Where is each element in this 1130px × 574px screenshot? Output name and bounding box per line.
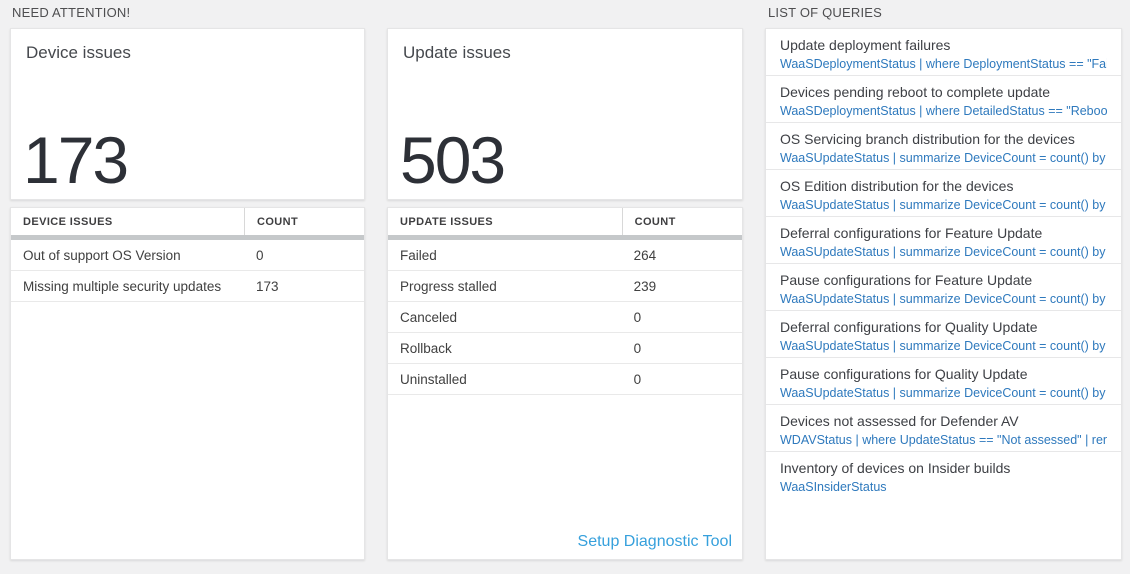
row-label: Progress stalled — [400, 278, 497, 294]
query-list-item[interactable]: Deferral configurations for Feature Upda… — [766, 217, 1121, 264]
need-attention-section-header: NEED ATTENTION! — [12, 5, 131, 20]
query-link[interactable]: WDAVStatus | where UpdateStatus == "Not … — [780, 433, 1107, 447]
device-issues-header-count: COUNT — [243, 208, 364, 235]
table-header-divider-bar — [11, 235, 364, 240]
query-link[interactable]: WaaSUpdateStatus | summarize DeviceCount… — [780, 198, 1107, 212]
query-link[interactable]: WaaSUpdateStatus | summarize DeviceCount… — [780, 292, 1107, 306]
query-list-item[interactable]: OS Servicing branch distribution for the… — [766, 123, 1121, 170]
table-row[interactable]: Failed 264 — [388, 240, 742, 271]
query-title: OS Servicing branch distribution for the… — [780, 131, 1075, 147]
query-link[interactable]: WaaSDeploymentStatus | where DetailedSta… — [780, 104, 1107, 118]
query-list-item[interactable]: Update deployment failures WaaSDeploymen… — [766, 29, 1121, 76]
device-issues-header-label: DEVICE ISSUES — [23, 215, 113, 228]
table-row[interactable]: Missing multiple security updates 173 — [11, 271, 364, 302]
setup-diagnostic-tool-link[interactable]: Setup Diagnostic Tool — [577, 533, 732, 550]
update-issues-header-label: UPDATE ISSUES — [400, 215, 494, 228]
query-link[interactable]: WaaSUpdateStatus | summarize DeviceCount… — [780, 151, 1107, 165]
table-row[interactable]: Uninstalled 0 — [388, 364, 742, 395]
table-row[interactable]: Out of support OS Version 0 — [11, 240, 364, 271]
query-title: OS Edition distribution for the devices — [780, 178, 1014, 194]
query-link[interactable]: WaaSInsiderStatus — [780, 480, 887, 494]
table-row[interactable]: Progress stalled 239 — [388, 271, 742, 302]
row-label: Out of support OS Version — [23, 247, 181, 263]
queries-panel: Update deployment failures WaaSDeploymen… — [765, 28, 1122, 560]
table-header-divider-bar — [388, 235, 742, 240]
query-list-item[interactable]: Inventory of devices on Insider builds W… — [766, 452, 1121, 498]
row-label: Rollback — [400, 340, 452, 356]
query-title: Inventory of devices on Insider builds — [780, 460, 1011, 476]
query-title: Pause configurations for Feature Update — [780, 272, 1033, 288]
row-label: Failed — [400, 247, 437, 263]
query-link[interactable]: WaaSUpdateStatus | summarize DeviceCount… — [780, 339, 1107, 353]
query-list-item[interactable]: Pause configurations for Feature Update … — [766, 264, 1121, 311]
query-list-item[interactable]: OS Edition distribution for the devices … — [766, 170, 1121, 217]
query-title: Update deployment failures — [780, 37, 951, 53]
row-count: 264 — [633, 247, 657, 263]
table-row[interactable]: Canceled 0 — [388, 302, 742, 333]
device-issues-title: Device issues — [26, 43, 131, 62]
row-label: Missing multiple security updates — [23, 278, 222, 294]
query-title: Pause configurations for Quality Update — [780, 366, 1028, 382]
query-link[interactable]: WaaSUpdateStatus | summarize DeviceCount… — [780, 245, 1107, 259]
query-title: Deferral configurations for Quality Upda… — [780, 319, 1038, 335]
table-row[interactable]: Rollback 0 — [388, 333, 742, 364]
device-issues-table: DEVICE ISSUES COUNT Out of support OS Ve… — [10, 207, 365, 560]
update-issues-table: UPDATE ISSUES COUNT Failed 264 Progress … — [387, 207, 743, 560]
query-title: Devices not assessed for Defender AV — [780, 413, 1019, 429]
device-issues-count: 173 — [23, 123, 129, 197]
update-issues-count: 503 — [400, 123, 506, 197]
list-of-queries-column: Update deployment failures WaaSDeploymen… — [765, 28, 1122, 560]
device-issues-tile[interactable]: Device issues 173 — [10, 28, 365, 200]
query-list-item[interactable]: Pause configurations for Quality Update … — [766, 358, 1121, 405]
update-issues-column: Update issues 503 UPDATE ISSUES COUNT Fa… — [387, 28, 743, 560]
row-count: 173 — [255, 278, 279, 294]
query-list-item[interactable]: Deferral configurations for Quality Upda… — [766, 311, 1121, 358]
query-link[interactable]: WaaSDeploymentStatus | where DeploymentS… — [780, 57, 1107, 71]
row-count: 0 — [255, 247, 264, 263]
row-label: Uninstalled — [400, 371, 467, 387]
device-issues-column: Device issues 173 DEVICE ISSUES COUNT Ou… — [10, 28, 365, 560]
update-issues-table-header: UPDATE ISSUES COUNT — [388, 208, 742, 235]
row-count: 0 — [633, 340, 642, 356]
update-issues-tile[interactable]: Update issues 503 — [387, 28, 743, 200]
update-issues-header-count: COUNT — [621, 208, 742, 235]
query-list-item[interactable]: Devices not assessed for Defender AV WDA… — [766, 405, 1121, 452]
query-title: Deferral configurations for Feature Upda… — [780, 225, 1043, 241]
row-count: 0 — [633, 309, 642, 325]
row-count: 239 — [633, 278, 657, 294]
query-list-item[interactable]: Devices pending reboot to complete updat… — [766, 76, 1121, 123]
query-link[interactable]: WaaSUpdateStatus | summarize DeviceCount… — [780, 386, 1107, 400]
device-issues-table-header: DEVICE ISSUES COUNT — [11, 208, 364, 235]
list-of-queries-section-header: LIST OF QUERIES — [768, 5, 883, 20]
query-title: Devices pending reboot to complete updat… — [780, 84, 1051, 100]
row-count: 0 — [633, 371, 642, 387]
update-issues-title: Update issues — [403, 43, 511, 62]
row-label: Canceled — [400, 309, 458, 325]
